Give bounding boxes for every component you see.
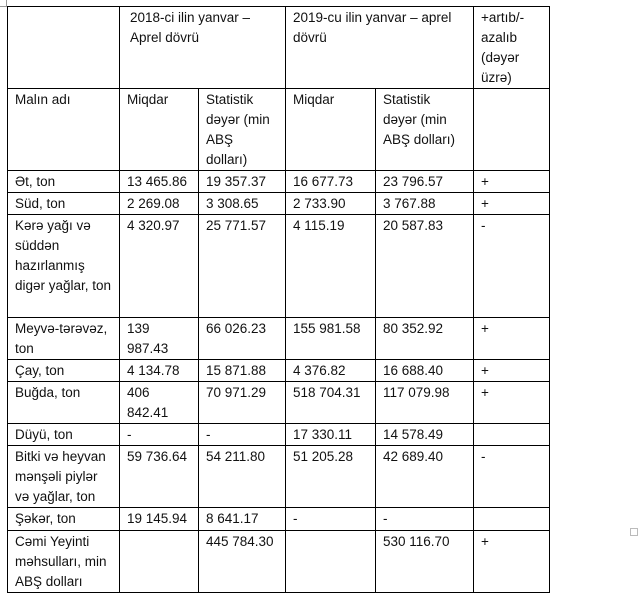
qty-2019-cell: -: [285, 507, 376, 531]
table-row: Cəmi Yeyinti məhsulları, min ABŞ dolları…: [7, 530, 550, 593]
value-2018-cell: 25 771.57: [198, 214, 286, 318]
change-header: +artıb/- azalıb (dəyər üzrə): [473, 6, 550, 89]
change-cell: [473, 423, 550, 446]
qty-2018-cell: 59 736.64: [119, 445, 199, 508]
table-row: Süd, ton 2 269.08 3 308.65 2 733.90 3 767.88…: [7, 192, 550, 215]
qty-2018-cell: [119, 530, 199, 593]
product-name-cell: Şəkər, ton: [7, 507, 120, 531]
value-2018-cell: 19 357.37: [198, 170, 286, 193]
header-row-periods: 2018-ci ilin yanvar – Aprel dövrü 2019-c…: [7, 6, 550, 89]
value-2019-cell: 117 079.98: [375, 381, 474, 424]
product-name-cell: Süd, ton: [7, 192, 120, 215]
empty-change-header: [473, 88, 550, 171]
qty-2019-cell: 4 376.82: [285, 359, 376, 382]
qty-2019-cell: 2 733.90: [285, 192, 376, 215]
qty-2018-cell: 4 320.97: [119, 214, 199, 318]
table-row: Çay, ton 4 134.78 15 871.88 4 376.82 16 688.…: [7, 359, 550, 382]
qty-2019-cell: 17 330.11: [285, 423, 376, 446]
value-2019-cell: 23 796.57: [375, 170, 474, 193]
value-2019-cell: 14 578.49: [375, 423, 474, 446]
period-2018-header: 2018-ci ilin yanvar – Aprel dövrü: [119, 6, 286, 89]
value-2019-cell: 80 352.92: [375, 317, 474, 360]
value-2018-cell: 8 641.17: [198, 507, 286, 531]
value-2018-cell: 3 308.65: [198, 192, 286, 215]
qty-2018-cell: 139 987.43: [119, 317, 199, 360]
qty-2019-header: Miqdar: [285, 88, 376, 171]
table-move-handle[interactable]: [0, 0, 7, 7]
table-row: Bitki və heyvan mənşəli piylər və yağlar…: [7, 445, 550, 508]
product-name-cell: Düyü, ton: [7, 423, 120, 446]
product-name-cell: Çay, ton: [7, 359, 120, 382]
header-row-columns: Malın adı Miqdar Statistik dəyər (min AB…: [7, 88, 550, 171]
value-2018-cell: 66 026.23: [198, 317, 286, 360]
product-name-cell: Meyvə-tərəvəz, ton: [7, 317, 120, 360]
product-name-cell: Ət, ton: [7, 170, 120, 193]
table-row: Meyvə-tərəvəz, ton 139 987.43 66 026.23 155…: [7, 317, 550, 360]
change-cell: +: [473, 359, 550, 382]
change-cell: [473, 507, 550, 531]
qty-2018-cell: 19 145.94: [119, 507, 199, 531]
qty-2019-cell: 518 704.31: [285, 381, 376, 424]
product-name-cell: Buğda, ton: [7, 381, 120, 424]
value-2019-cell: 3 767.88: [375, 192, 474, 215]
qty-2018-cell: 2 269.08: [119, 192, 199, 215]
change-cell: +: [473, 530, 550, 593]
period-2019-header: 2019-cu ilin yanvar – aprel dövrü: [285, 6, 474, 89]
qty-2019-cell: 51 205.28: [285, 445, 376, 508]
table-row: Kərə yağı və süddən hazırlanmış digər ya…: [7, 214, 550, 318]
qty-2019-cell: 4 115.19: [285, 214, 376, 318]
value-2018-cell: 54 211.80: [198, 445, 286, 508]
value-2019-cell: 20 587.83: [375, 214, 474, 318]
value-2018-header: Statistik dəyər (min ABŞ dolları): [198, 88, 286, 171]
change-cell: +: [473, 381, 550, 424]
change-cell: +: [473, 170, 550, 193]
product-name-cell: Bitki və heyvan mənşəli piylər və yağlar…: [7, 445, 120, 508]
change-cell: +: [473, 317, 550, 360]
product-name-header: Malın adı: [7, 88, 120, 171]
value-2018-cell: 70 971.29: [198, 381, 286, 424]
change-cell: -: [473, 214, 550, 318]
value-2018-cell: 15 871.88: [198, 359, 286, 382]
qty-2019-cell: [285, 530, 376, 593]
value-2019-cell: 42 689.40: [375, 445, 474, 508]
value-2019-cell: 530 116.70: [375, 530, 474, 593]
product-name-cell: Cəmi Yeyinti məhsulları, min ABŞ dolları: [7, 530, 120, 593]
value-2019-cell: -: [375, 507, 474, 531]
qty-2018-cell: 13 465.86: [119, 170, 199, 193]
trade-table: 2018-ci ilin yanvar – Aprel dövrü 2019-c…: [7, 6, 550, 593]
value-2019-header: Statistik dəyər (min ABŞ dolları): [375, 88, 474, 171]
value-2018-cell: -: [198, 423, 286, 446]
qty-2018-cell: 4 134.78: [119, 359, 199, 382]
table-row: Düyü, ton - -17 330.11 14 578.49: [7, 423, 550, 446]
table-row: Buğda, ton 406 842.41 70 971.29 518 704.31 1…: [7, 381, 550, 424]
qty-2018-cell: -: [119, 423, 199, 446]
qty-2018-header: Miqdar: [119, 88, 199, 171]
value-2018-cell: 445 784.30: [198, 530, 286, 593]
qty-2019-cell: 16 677.73: [285, 170, 376, 193]
empty-header-cell: [7, 6, 120, 89]
table-row: Şəkər, ton 19 145.94 8 641.17 --: [7, 507, 550, 531]
table-row: Ət, ton 13 465.86 19 357.37 16 677.73 23 796…: [7, 170, 550, 193]
qty-2018-cell: 406 842.41: [119, 381, 199, 424]
change-cell: +: [473, 192, 550, 215]
change-cell: -: [473, 445, 550, 508]
qty-2019-cell: 155 981.58: [285, 317, 376, 360]
product-name-cell: Kərə yağı və süddən hazırlanmış digər ya…: [7, 214, 120, 318]
value-2019-cell: 16 688.40: [375, 359, 474, 382]
